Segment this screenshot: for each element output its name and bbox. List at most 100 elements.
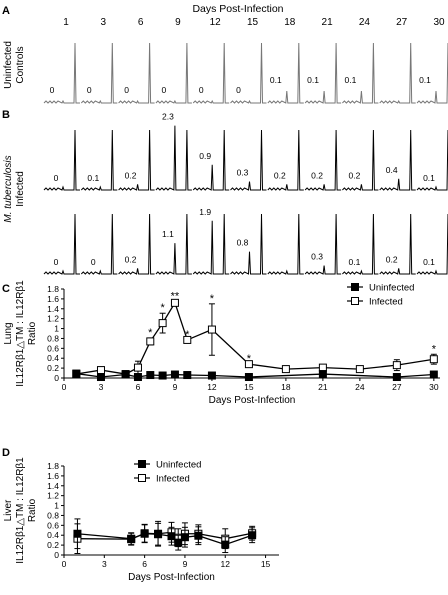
legend-uninfected-marker — [138, 460, 146, 468]
trace: 0 — [230, 42, 267, 104]
peak-ratio-label: 0 — [124, 85, 129, 95]
x-tick-label: 12 — [207, 382, 217, 392]
trace-line — [155, 213, 192, 275]
trace: 0.1 — [304, 42, 342, 104]
significance-mark: ** — [171, 290, 180, 302]
mtb-label: M. tuberculosis — [3, 155, 14, 222]
infected-point — [281, 365, 290, 374]
x-tick-label: 18 — [281, 382, 291, 392]
peak-ratio-label: 1.1 — [162, 229, 174, 239]
trace: 1.9 — [192, 207, 230, 275]
peak-ratio-label: 0.1 — [270, 75, 282, 85]
trace-line — [118, 42, 155, 104]
panel-b-letter: B — [2, 109, 10, 121]
trace: 0.1 — [342, 42, 379, 104]
x-tick-label: 6 — [136, 382, 141, 392]
trace: 2.3 — [155, 112, 192, 191]
y-axis-label: Ratio — [27, 498, 38, 522]
legend-uninfected-label: Uninfected — [369, 283, 414, 294]
y-axis-label: Ratio — [27, 321, 38, 345]
y-tick-label: 1.8 — [47, 284, 59, 294]
x-tick-label: 15 — [261, 559, 271, 569]
chromatogram-traces: 0 0 0 0 0 0 0.1 0.1 0.1 0.1 0 0.1 0.2 2.3 0.9 0.3 0.2 0.2… — [43, 42, 448, 275]
peak-ratio-label: 0 — [54, 257, 59, 267]
uninfected-point — [244, 373, 253, 382]
uninfected-point — [318, 370, 327, 379]
peak-ratio-label: 1.9 — [199, 207, 211, 217]
chart-liver: 00.20.40.60.811.21.41.61.8 0 3 6 9 12 15 Days P… — [3, 457, 279, 583]
trace-line — [379, 42, 416, 104]
significance-mark: * — [185, 329, 190, 341]
uninfected-point — [194, 531, 203, 540]
trace: 0.9 — [192, 129, 230, 191]
trace — [379, 42, 416, 104]
peak-ratio-label: 0.2 — [348, 170, 360, 180]
y-tick-label: 0.8 — [47, 510, 59, 520]
trace: 0 — [43, 213, 80, 275]
legend-infected-label: Infected — [156, 474, 190, 485]
trace: 0.8 — [230, 213, 267, 275]
trace-line — [416, 42, 448, 104]
panel-c-letter: C — [2, 283, 10, 295]
day-label: 21 — [322, 17, 334, 28]
panel-d-letter: D — [2, 447, 10, 459]
y-tick-label: 0 — [54, 550, 59, 560]
significance-mark: * — [160, 302, 165, 314]
peak-ratio-label: 0 — [199, 85, 204, 95]
peak-ratio-label: 0.1 — [423, 173, 435, 183]
y-tick-label: 0 — [54, 373, 59, 383]
trace: 0 — [80, 213, 118, 275]
peak-ratio-label: 0.3 — [237, 168, 249, 178]
uninfected-point — [221, 540, 230, 549]
trace-line — [118, 129, 155, 191]
panel-a-title: Days Post-Infection — [192, 3, 283, 15]
trace-line — [304, 129, 342, 191]
infected-point — [355, 365, 364, 374]
peak-ratio-label: 0.1 — [419, 75, 431, 85]
trace-line — [379, 213, 416, 275]
x-tick-label: 0 — [62, 559, 67, 569]
peak-ratio-label: 0.1 — [87, 173, 99, 183]
trace: 0 — [155, 42, 192, 104]
infected-point — [207, 325, 216, 334]
uninfected-label: Uninfected — [3, 41, 14, 89]
uninfected-point — [174, 538, 183, 547]
legend-infected-marker — [138, 474, 146, 482]
trace-line — [192, 213, 230, 275]
trace: 0.4 — [379, 129, 416, 191]
peak-ratio-label: 0 — [162, 85, 167, 95]
significance-mark: * — [247, 353, 252, 365]
infected-row-label: Infected — [15, 171, 26, 207]
controls-label: Controls — [15, 46, 26, 83]
series-line — [76, 372, 434, 378]
infected-point — [158, 319, 167, 328]
trace: 0 — [43, 42, 80, 104]
trace-line — [192, 129, 230, 191]
x-tick-label: 24 — [355, 382, 365, 392]
trace: 0 — [192, 42, 230, 104]
trace: 0.2 — [267, 129, 304, 191]
x-tick-label: 3 — [99, 382, 104, 392]
trace-line — [80, 213, 118, 275]
y-tick-label: 0.6 — [47, 520, 59, 530]
uninfected-point — [180, 533, 189, 542]
uninfected-point — [121, 370, 130, 379]
day-label: 27 — [396, 17, 408, 28]
day-label: 24 — [359, 17, 371, 28]
y-tick-label: 1 — [54, 501, 59, 511]
trace-line — [342, 213, 379, 275]
y-tick-label: 0.2 — [47, 540, 59, 550]
uninfected-point — [154, 530, 163, 539]
x-axis-label: Days Post-Infection — [128, 572, 215, 583]
organ-label: Lung — [3, 322, 14, 344]
series-line — [76, 301, 434, 375]
uninfected-point — [72, 369, 81, 378]
trace-line — [80, 42, 118, 104]
significance-mark: * — [148, 327, 153, 339]
peak-ratio-label: 0.2 — [274, 170, 286, 180]
peak-ratio-label: 0.8 — [237, 238, 249, 248]
trace — [267, 213, 304, 275]
x-tick-label: 12 — [221, 559, 231, 569]
day-label: 9 — [175, 17, 181, 28]
y-tick-label: 0.8 — [47, 333, 59, 343]
